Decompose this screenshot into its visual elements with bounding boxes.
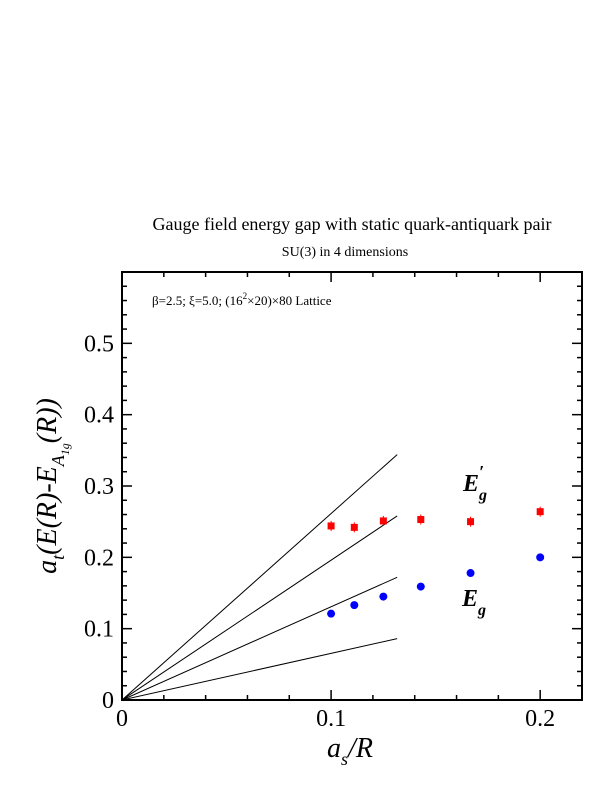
chart-title: Gauge field energy gap with static quark… bbox=[152, 214, 551, 234]
reference-line-4 bbox=[121, 638, 398, 701]
data-point-eg bbox=[416, 582, 425, 591]
y-tick-label: 0.2 bbox=[84, 545, 114, 571]
data-point-eg bbox=[379, 592, 388, 601]
plot-frame bbox=[121, 271, 583, 701]
data-point-eg bbox=[327, 609, 336, 618]
data-point-eg-prime bbox=[350, 523, 358, 531]
series-label-eg: Eg bbox=[461, 586, 486, 619]
data-point-eg-prime bbox=[536, 508, 544, 516]
data-point-eg-prime bbox=[467, 518, 475, 526]
data-point-eg bbox=[350, 601, 359, 610]
reference-line-3 bbox=[121, 576, 398, 701]
reference-line-2 bbox=[121, 515, 398, 701]
data-point-eg bbox=[536, 553, 545, 562]
reference-line-1 bbox=[121, 454, 398, 701]
series-label-eg-prime: Eg′ bbox=[462, 462, 487, 504]
x-tick-label: 0.2 bbox=[525, 706, 555, 732]
data-point-eg-prime bbox=[379, 517, 387, 525]
x-tick-label: 0 bbox=[116, 706, 128, 732]
y-tick-label: 0.4 bbox=[84, 403, 114, 429]
x-tick-label: 0.1 bbox=[316, 706, 346, 732]
lattice-annotation: β=2.5; ξ=5.0; (162×20)×80 Lattice bbox=[152, 291, 332, 308]
y-tick-label: 0.5 bbox=[84, 331, 114, 357]
data-point-eg-prime bbox=[417, 516, 425, 524]
data-point-eg-prime bbox=[327, 522, 335, 530]
x-axis-label: as/R bbox=[327, 733, 373, 769]
chart-subtitle: SU(3) in 4 dimensions bbox=[282, 245, 408, 260]
y-tick-label: 0.1 bbox=[84, 617, 114, 643]
y-tick-label: 0 bbox=[102, 688, 114, 714]
y-axis-label: at(E(R)-EA1g(R)) bbox=[32, 398, 72, 574]
data-point-eg bbox=[466, 569, 475, 578]
y-tick-label: 0.3 bbox=[84, 474, 114, 500]
